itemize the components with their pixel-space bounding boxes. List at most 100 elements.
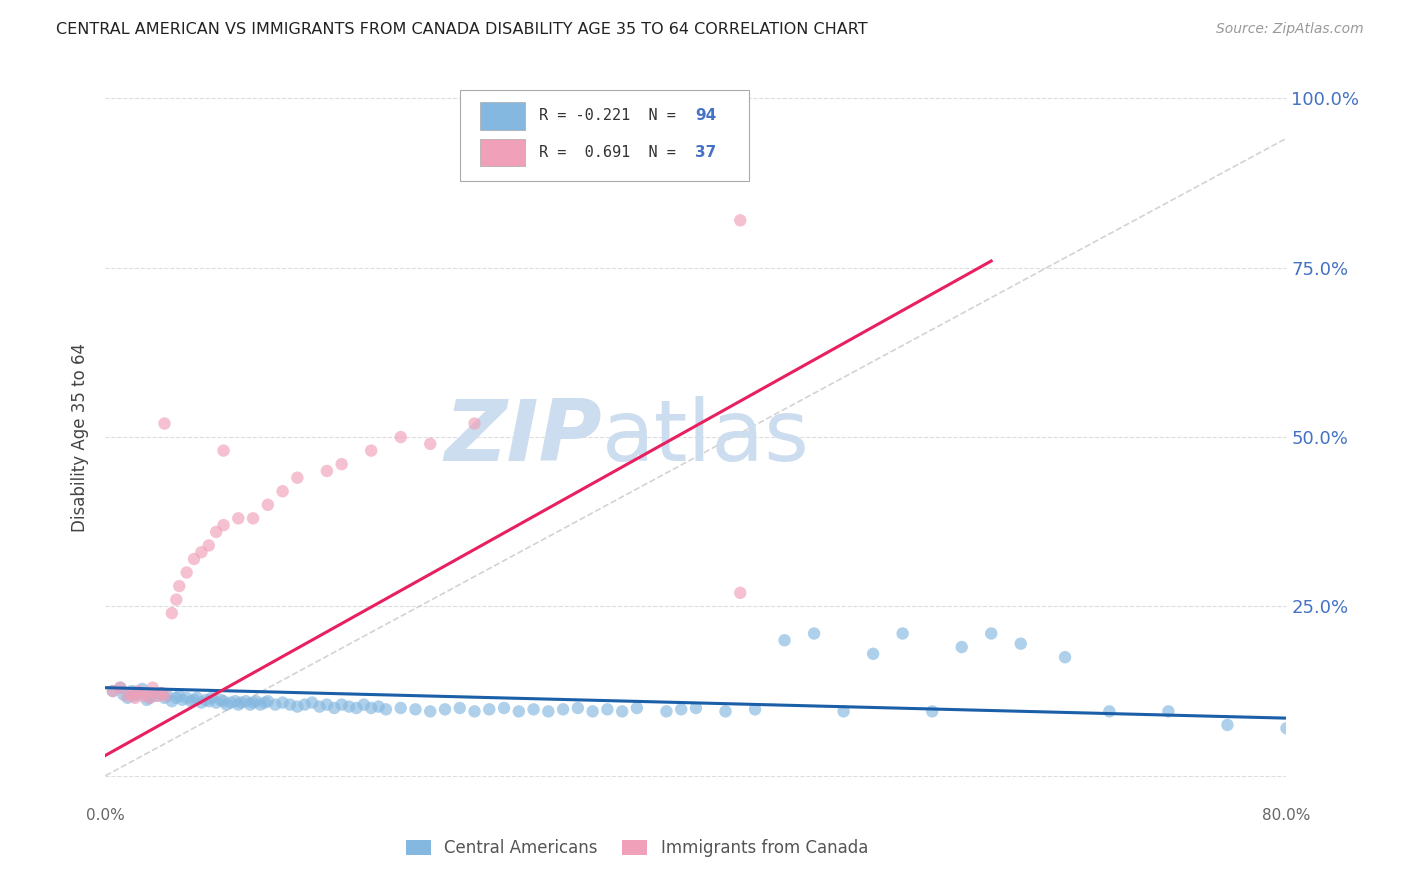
Point (127, 684, 149, 698)
Text: R =  0.691  N =: R = 0.691 N = (538, 145, 685, 160)
Point (153, 690, 176, 705)
Point (197, 694, 219, 708)
Point (714, 705, 737, 719)
Point (180, 694, 202, 708)
Point (117, 689, 139, 703)
Point (330, 698, 353, 712)
Point (215, 698, 238, 712)
Point (101, 684, 124, 698)
Point (522, 702, 544, 716)
Point (492, 701, 515, 715)
Point (1054, 650, 1077, 665)
Point (153, 689, 176, 703)
Point (728, 586, 751, 600)
Point (165, 690, 187, 705)
Point (101, 684, 124, 698)
Point (226, 511, 250, 525)
Point (419, 705, 441, 719)
Point (209, 693, 232, 707)
Point (135, 693, 157, 707)
Point (581, 705, 603, 719)
Point (655, 705, 678, 719)
Point (138, 690, 162, 705)
Point (124, 690, 146, 705)
Point (242, 696, 264, 710)
Point (337, 699, 360, 714)
Point (315, 464, 337, 478)
Point (249, 698, 271, 712)
Point (127, 686, 149, 700)
Point (190, 545, 212, 559)
Point (197, 538, 219, 552)
Point (308, 699, 330, 714)
Point (194, 693, 217, 707)
Point (165, 592, 187, 607)
Point (190, 696, 212, 710)
Point (980, 626, 1002, 640)
Point (186, 690, 208, 705)
Point (146, 689, 169, 703)
Point (142, 688, 165, 702)
Point (434, 702, 457, 716)
FancyBboxPatch shape (460, 90, 749, 181)
Point (921, 705, 943, 719)
Point (224, 694, 246, 708)
Point (169, 689, 191, 703)
Point (389, 701, 412, 715)
Point (862, 647, 884, 661)
Point (201, 690, 224, 705)
Bar (479, 102, 524, 130)
Point (464, 705, 486, 719)
Text: 37: 37 (695, 145, 716, 160)
Text: atlas: atlas (602, 395, 810, 479)
Point (226, 698, 250, 712)
Text: R = -0.221  N =: R = -0.221 N = (538, 109, 685, 123)
Point (212, 518, 235, 533)
Y-axis label: Disability Age 35 to 64: Disability Age 35 to 64 (72, 343, 90, 532)
Point (832, 705, 855, 719)
Point (205, 524, 228, 539)
Point (231, 696, 253, 710)
Point (264, 698, 287, 712)
Point (242, 511, 264, 525)
Point (176, 566, 198, 580)
Point (153, 417, 176, 431)
Point (1157, 705, 1180, 719)
Point (138, 690, 162, 705)
Point (235, 694, 257, 708)
Point (287, 471, 309, 485)
Text: 94: 94 (695, 109, 716, 123)
Point (239, 698, 262, 712)
Point (150, 686, 173, 700)
Point (728, 213, 751, 227)
Point (353, 698, 375, 712)
Point (142, 681, 165, 695)
Point (1216, 718, 1239, 732)
Point (360, 443, 382, 458)
Point (117, 690, 139, 705)
Point (212, 443, 235, 458)
Point (685, 701, 707, 715)
Point (374, 702, 398, 716)
Point (131, 681, 153, 696)
Point (360, 701, 382, 715)
Text: Source: ZipAtlas.com: Source: ZipAtlas.com (1216, 22, 1364, 37)
Point (172, 693, 194, 707)
Point (271, 484, 294, 499)
Point (419, 437, 441, 451)
Point (891, 626, 914, 640)
Point (183, 693, 205, 707)
Point (112, 688, 135, 702)
Point (551, 702, 574, 716)
Point (160, 694, 183, 708)
Point (253, 696, 276, 710)
Point (671, 702, 693, 716)
Point (773, 633, 796, 648)
Point (1098, 705, 1121, 719)
Point (212, 694, 235, 708)
Point (567, 701, 589, 715)
Point (449, 701, 471, 715)
Point (110, 681, 132, 695)
Point (150, 686, 173, 700)
Point (537, 705, 560, 719)
